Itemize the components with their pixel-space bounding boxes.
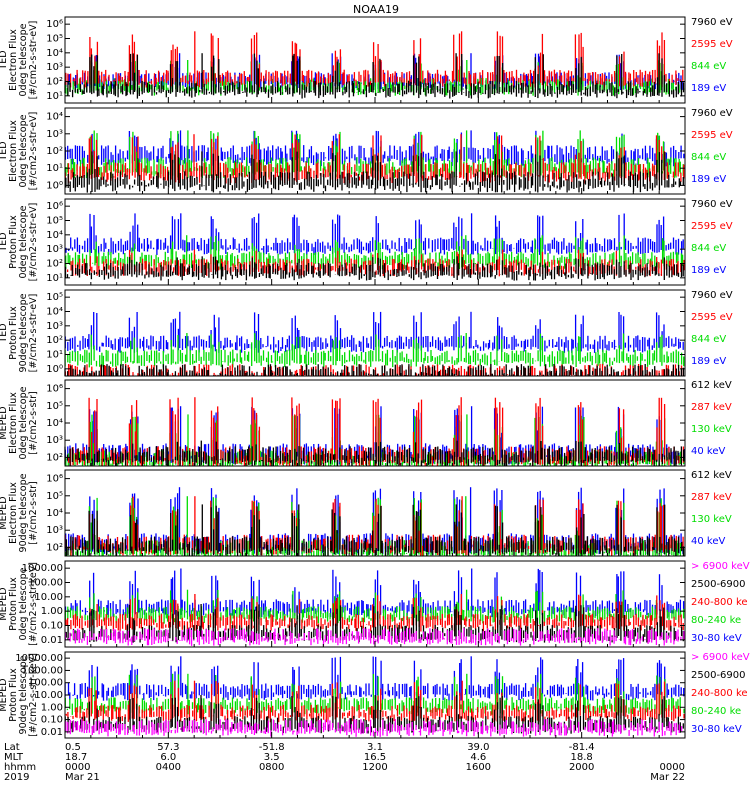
legend-entry: 844 eV [691, 243, 726, 254]
ytick-label: 10⁴ [46, 112, 63, 123]
ytick-label: 10² [46, 146, 63, 157]
series-4-2 [64, 333, 685, 368]
ytick-label: 10⁶ [46, 201, 63, 212]
ytick-label: 10³ [46, 62, 63, 73]
ytick-label: 10⁵ [46, 292, 63, 303]
panel-4: 10⁰ 10¹ 10² 10³ 10⁴ 10⁵ TEDProton Flux90deg te… [0, 289, 733, 377]
series-4-4 [64, 364, 685, 376]
ytick-label: 10⁴ [46, 48, 63, 59]
y-axis-label-line: TED [0, 323, 9, 343]
ytick-label: 10² [46, 335, 63, 346]
series-4-1 [64, 311, 684, 353]
y-axis-label-line: 0deg telescope [18, 23, 29, 96]
ytick-label: 10⁵ [46, 34, 63, 45]
legend-entry: 844 eV [691, 334, 726, 345]
ytick-label: 10⁴ [46, 307, 63, 318]
y-axis-label-line: Electron Flux [8, 29, 19, 91]
y-axis-label-line: Proton Flux [8, 215, 19, 269]
y-axis-label-line: [#/cm2-s-str-eV] [28, 112, 39, 191]
ytick-label: 10¹ [46, 350, 63, 361]
y-axis-label-line: [#/cm2-s-str-eV] [28, 21, 39, 100]
panel-3: 10¹ 10² 10³ 10⁴ 10⁵ 10⁶ TEDProton Flux0deg tel… [0, 198, 733, 286]
legend-entry: 7960 eV [691, 17, 733, 28]
y-axis-label: TEDProton Flux90deg telescope[#/cm2-s-st… [0, 293, 39, 372]
y-axis-label: TEDElectron Flux0deg telescope[#/cm2-s-s… [0, 112, 39, 191]
ytick-label: 10⁰ [46, 364, 63, 375]
chart-title: NOAA19 [353, 3, 399, 16]
y-axis-label-line: TED [0, 141, 9, 161]
ytick-label: 10³ [46, 129, 63, 140]
y-axis-label-line: TED [0, 50, 9, 70]
y-axis-label-line: 0deg telescope [18, 205, 29, 278]
ytick-label: 10³ [46, 321, 63, 332]
series-5-3 [64, 397, 685, 466]
legend-entry: 2595 eV [691, 130, 733, 141]
ytick-label: 10⁶ [46, 19, 63, 30]
legend-entry: 189 eV [691, 356, 726, 367]
ytick-label: 10¹ [46, 163, 63, 174]
ytick-label: 10¹ [46, 273, 63, 284]
ytick-label: 10² [46, 259, 63, 270]
legend-entry: 7960 eV [691, 290, 733, 301]
legend-entry: 2595 eV [691, 221, 733, 232]
y-axis-label: TEDProton Flux0deg telescope[#/cm2-s-str… [0, 203, 39, 282]
y-axis-label: TEDElectron Flux0deg telescope[#/cm2-s-s… [0, 21, 39, 100]
ytick-label: 10² [46, 77, 63, 88]
legend-entry: 7960 eV [691, 108, 733, 119]
series-1-4 [64, 53, 685, 99]
series-3-1 [65, 213, 684, 256]
y-axis-label-line: 0deg telescope [18, 114, 29, 187]
y-axis-label-line: TED [0, 232, 9, 252]
legend-entry: 189 eV [691, 83, 726, 94]
ytick-label: 10¹ [46, 91, 63, 102]
ytick-label: 10⁵ [46, 216, 63, 227]
legend-entry: 2595 eV [691, 312, 733, 323]
series-2-4 [65, 151, 684, 193]
panel-2: 10⁰ 10¹ 10² 10³ 10⁴ TEDElectron Flux0deg tele… [0, 107, 733, 195]
ytick-label: 10³ [46, 244, 63, 255]
legend-entry: 189 eV [691, 174, 726, 185]
y-axis-label-line: [#/cm2-s-str-eV] [28, 203, 39, 282]
legend-entry: 844 eV [691, 152, 726, 163]
legend-entry: 844 eV [691, 61, 726, 72]
legend-entry: 189 eV [691, 265, 726, 276]
y-axis-label-line: 90deg telescope [18, 293, 29, 372]
series-4-3 [64, 363, 684, 376]
y-axis-label-line: Proton Flux [8, 306, 19, 360]
ytick-label: 10⁰ [46, 180, 63, 191]
y-axis-label-line: Electron Flux [8, 120, 19, 182]
ytick-label: 10⁴ [46, 230, 63, 241]
legend-entry: 2595 eV [691, 39, 733, 50]
y-axis-label-line: [#/cm2-s-str-eV] [28, 294, 39, 373]
series-3-4 [64, 256, 684, 281]
legend-entry: 7960 eV [691, 199, 733, 210]
panel-1: 10¹ 10² 10³ 10⁴ 10⁵ 10⁶ TEDElectron Flux0deg t… [0, 16, 733, 104]
